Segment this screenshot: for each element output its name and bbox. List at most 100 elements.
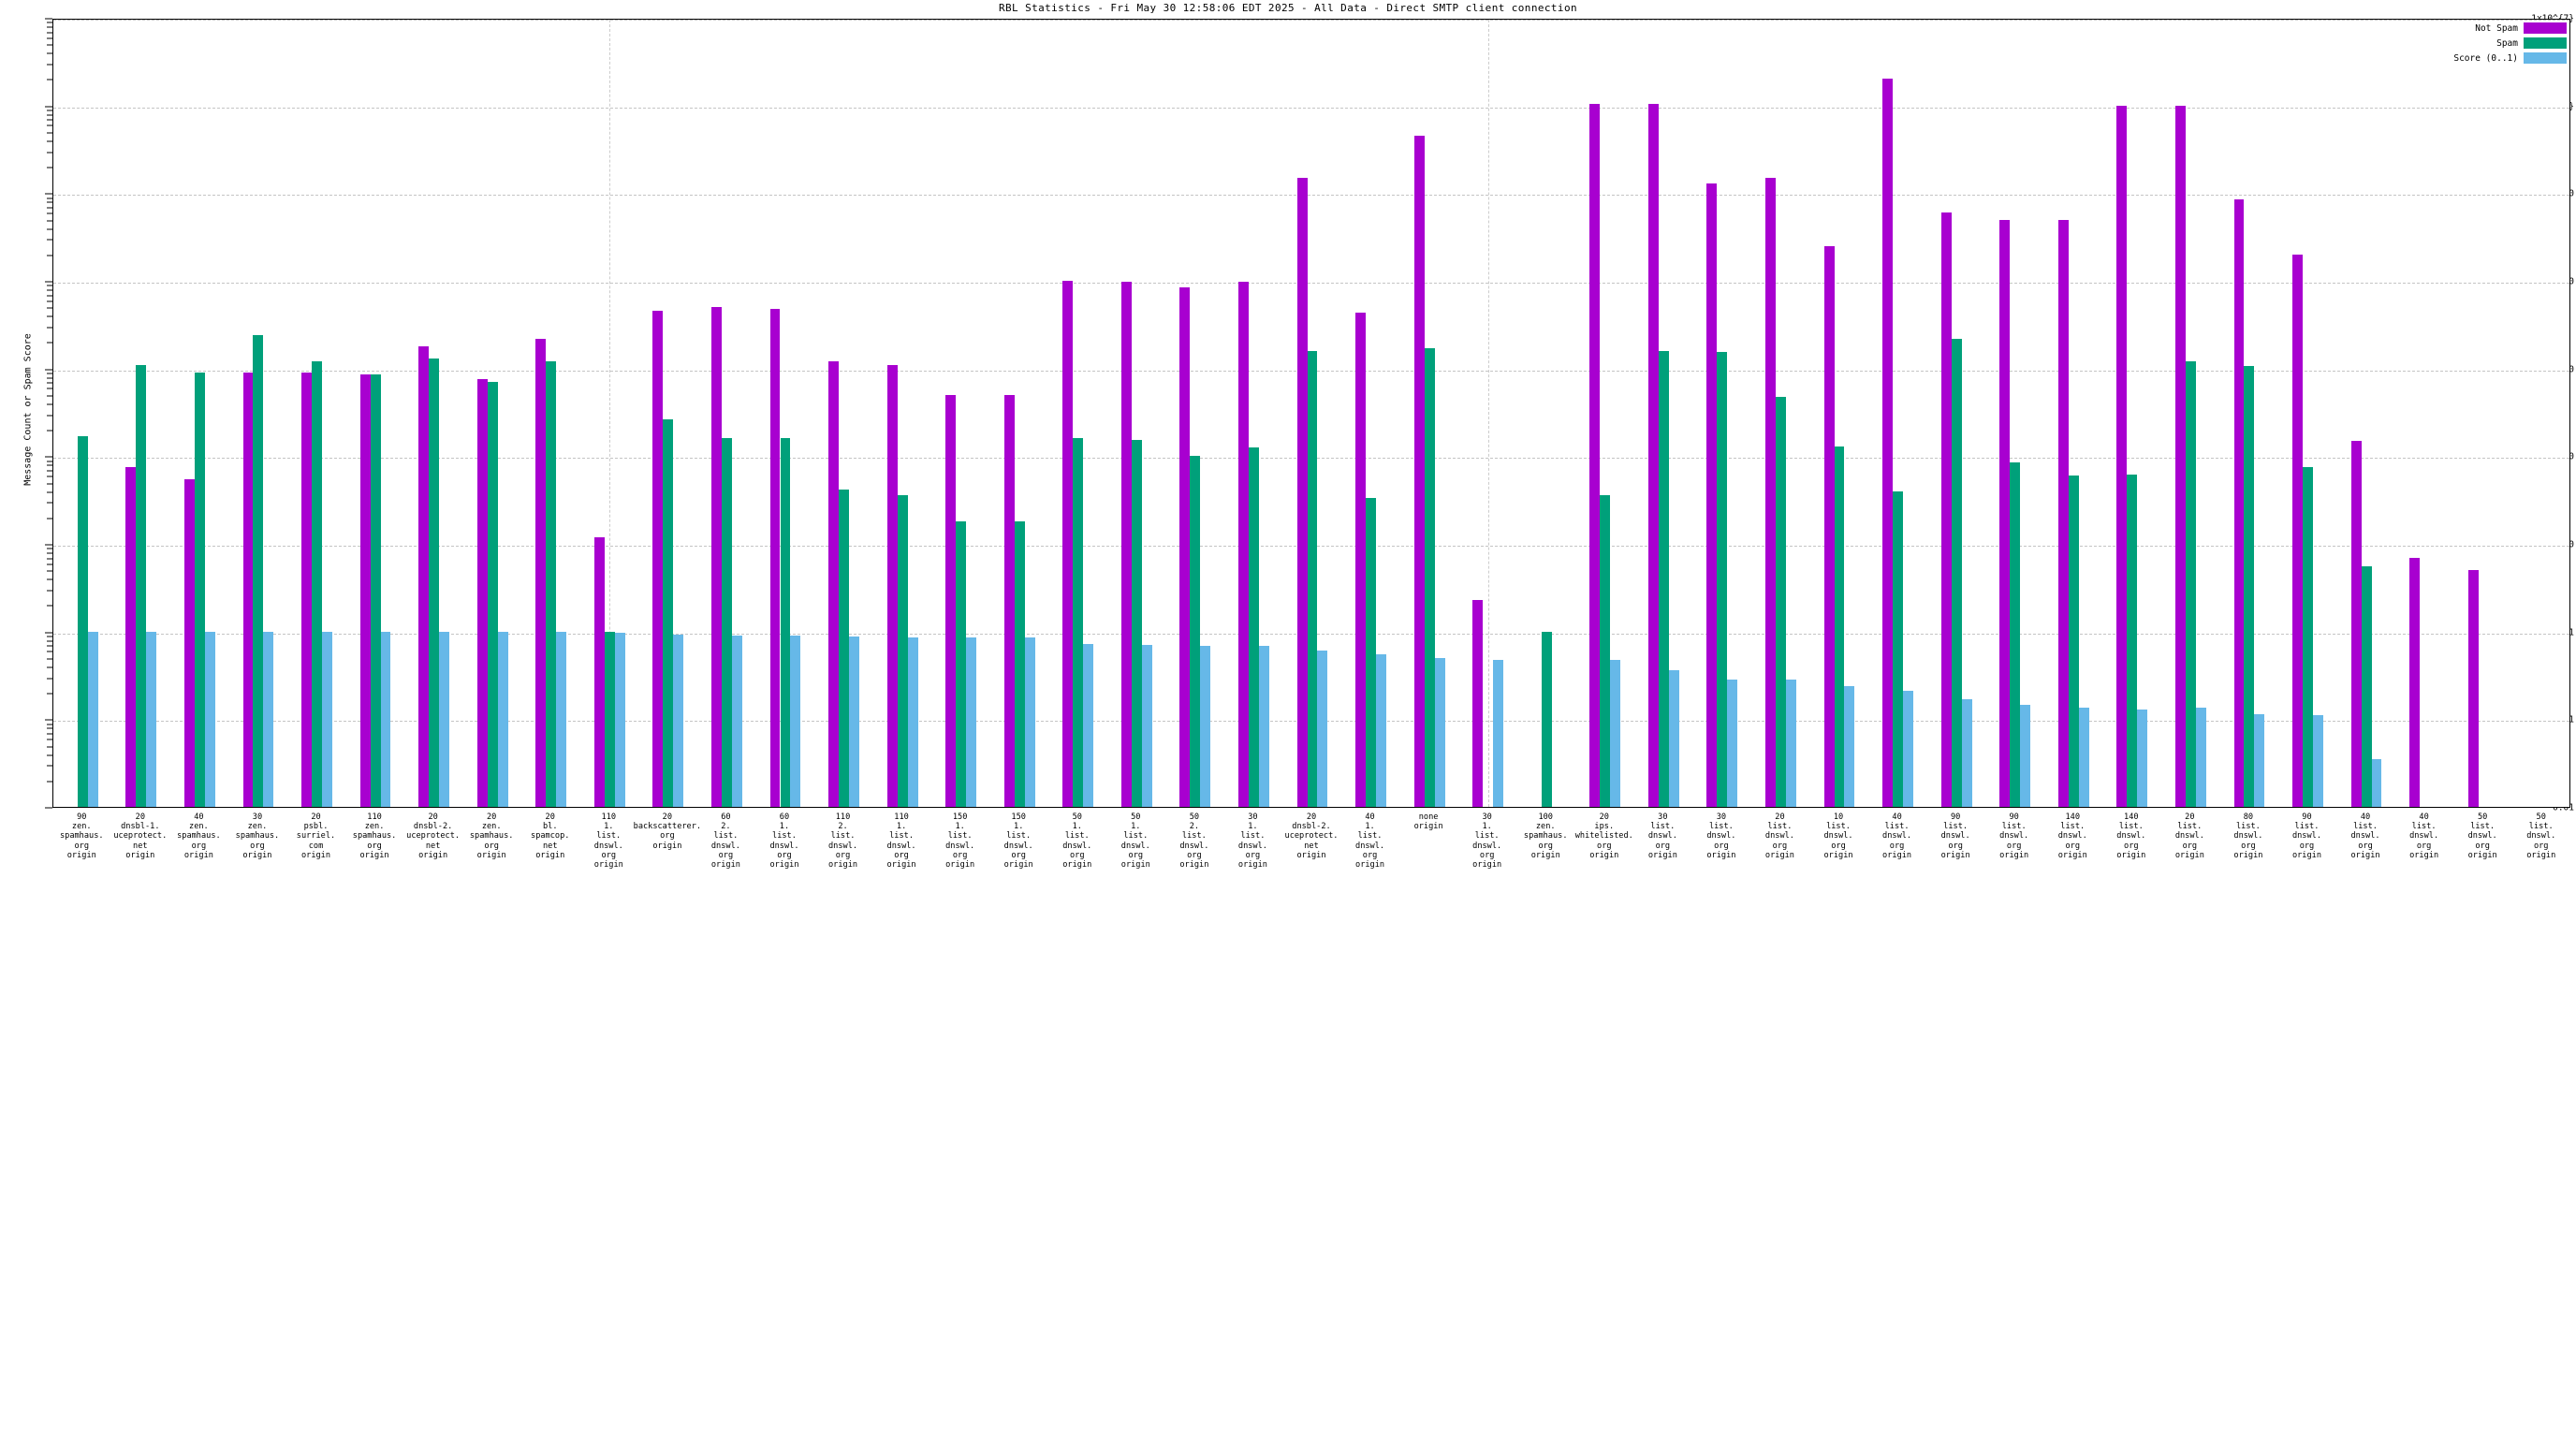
- bar-score: [1083, 644, 1094, 807]
- y-tick-minor: [47, 239, 52, 241]
- bar-spam: [1366, 498, 1377, 807]
- bar-notspam: [418, 345, 430, 807]
- x-tick-label: 90 list. dnswl. org origin: [2291, 812, 2322, 860]
- grid-vertical-line: [609, 20, 611, 807]
- bar-score: [1903, 691, 1913, 807]
- bar-spam: [897, 494, 908, 807]
- x-tick-label: 140 list. dnswl. org origin: [2057, 812, 2087, 860]
- x-tick-label: 20 list. dnswl. org origin: [2174, 812, 2204, 860]
- x-tick-label: none origin: [1413, 812, 1443, 832]
- grid-line: [53, 283, 2569, 284]
- legend-item-score: Score (0..1): [2453, 52, 2567, 64]
- y-tick-minor: [47, 207, 52, 209]
- legend-swatch-not-spam: [2524, 22, 2567, 34]
- y-tick-minor: [47, 327, 52, 329]
- y-tick-minor: [47, 578, 52, 580]
- bar-notspam: [2057, 219, 2069, 807]
- bar-spam: [2127, 474, 2138, 807]
- bar-notspam: [1999, 219, 2011, 807]
- x-tick-label: 50 2. list. dnswl. org origin: [1179, 812, 1209, 871]
- bar-spam: [1600, 494, 1611, 807]
- x-tick-label: 50 list. dnswl. org origin: [2467, 812, 2497, 860]
- y-tick-mark: [45, 18, 52, 20]
- bar-spam: [956, 521, 967, 807]
- chart-title: RBL Statistics - Fri May 30 12:58:06 EDT…: [999, 2, 1577, 14]
- legend-swatch-score: [2524, 52, 2567, 64]
- bar-score: [1200, 646, 1211, 807]
- bar-spam: [77, 435, 88, 807]
- bar-spam: [1775, 396, 1786, 807]
- y-tick-mark: [45, 807, 52, 809]
- bar-spam: [2244, 365, 2255, 807]
- y-tick-minor: [47, 315, 52, 317]
- bar-notspam: [593, 536, 605, 807]
- x-tick-label: 150 1. list. dnswl. org origin: [945, 812, 975, 871]
- bar-notspam: [945, 394, 957, 807]
- y-tick-minor: [47, 733, 52, 735]
- bar-notspam: [301, 372, 313, 807]
- x-tick-label: 90 list. dnswl. org origin: [1999, 812, 2029, 860]
- y-tick-minor: [47, 114, 52, 116]
- bar-spam: [312, 361, 322, 807]
- y-tick-minor: [47, 640, 52, 642]
- x-tick-label: 60 2. list. dnswl. org origin: [710, 812, 740, 871]
- bar-score: [1317, 651, 1328, 807]
- bar-notspam: [1062, 281, 1074, 807]
- y-tick-minor: [47, 403, 52, 405]
- bar-spam: [136, 364, 147, 807]
- x-tick-label: 20 list. dnswl. org origin: [1764, 812, 1794, 860]
- bar-notspam: [1589, 103, 1601, 807]
- y-tick-minor: [47, 754, 52, 756]
- x-tick-label: 50 1. list. dnswl. org origin: [1120, 812, 1150, 871]
- x-tick-label: 140 list. dnswl. org origin: [2116, 812, 2146, 860]
- x-tick-label: 80 list. dnswl. org origin: [2233, 812, 2263, 860]
- y-tick-minor: [47, 220, 52, 222]
- bar-score: [2371, 759, 2382, 807]
- bar-notspam: [2233, 198, 2245, 807]
- y-tick-mark: [45, 193, 52, 195]
- bar-notspam: [1003, 394, 1015, 807]
- y-tick-minor: [47, 552, 52, 554]
- y-tick-minor: [47, 64, 52, 66]
- x-tick-label: 110 zen. spamhaus. org origin: [352, 812, 397, 860]
- bar-score: [146, 631, 157, 807]
- bar-score: [2078, 708, 2089, 807]
- bar-score: [1727, 680, 1738, 807]
- x-tick-label: 90 list. dnswl. org origin: [1940, 812, 1970, 860]
- x-tick-label: 30 list. dnswl. org origin: [1647, 812, 1677, 860]
- y-axis-label: Message Count or Spam Score: [22, 332, 34, 486]
- x-tick-label: 10 list. dnswl. org origin: [1823, 812, 1853, 860]
- y-tick-minor: [47, 388, 52, 389]
- y-tick-mark: [45, 369, 52, 371]
- bar-score: [204, 631, 215, 807]
- y-tick-minor: [47, 255, 52, 256]
- bar-spam: [1248, 447, 1259, 807]
- y-tick-mark: [45, 632, 52, 634]
- y-tick-minor: [47, 300, 52, 302]
- x-tick-label: 20 dnsbl-1. uceprotect. net origin: [113, 812, 168, 860]
- y-tick-mark: [45, 106, 52, 108]
- y-tick-minor: [47, 32, 52, 33]
- bar-notspam: [183, 478, 195, 807]
- x-tick-label: 30 1. list. dnswl. org origin: [1472, 812, 1502, 871]
- y-tick-minor: [47, 765, 52, 767]
- y-tick-minor: [47, 119, 52, 121]
- x-tick-label: 40 zen. spamhaus. org origin: [177, 812, 221, 860]
- bar-notspam: [769, 308, 781, 807]
- bar-score: [1610, 660, 1621, 807]
- bar-notspam: [1413, 136, 1425, 807]
- y-tick-label: 0.01: [2553, 802, 2574, 813]
- x-tick-label: 30 list. dnswl. org origin: [1706, 812, 1736, 860]
- y-tick-minor: [47, 739, 52, 740]
- y-tick-minor: [47, 212, 52, 214]
- bar-notspam: [828, 361, 840, 807]
- bar-score: [87, 631, 98, 807]
- y-tick-minor: [47, 140, 52, 142]
- y-tick-minor: [47, 590, 52, 592]
- bar-score: [380, 631, 391, 807]
- x-tick-label: 150 1. list. dnswl. org origin: [1003, 812, 1033, 871]
- bar-spam: [721, 438, 732, 807]
- y-tick-minor: [47, 37, 52, 39]
- y-tick-minor: [47, 295, 52, 296]
- bar-score: [1668, 670, 1679, 807]
